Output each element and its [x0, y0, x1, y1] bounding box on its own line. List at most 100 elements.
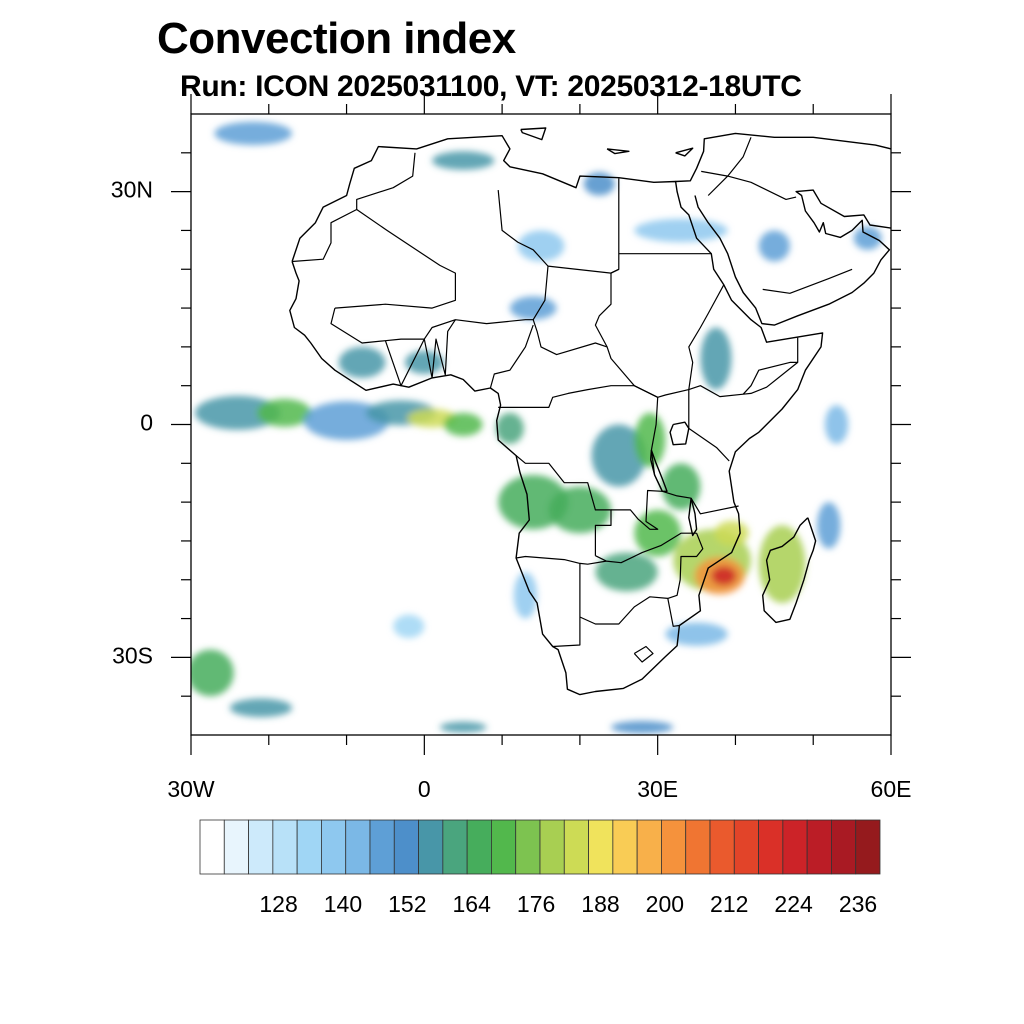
colorbar-box — [733, 819, 759, 875]
colorbar-box — [418, 819, 444, 875]
colorbar-label: 188 — [581, 891, 619, 917]
colorbar-label: 164 — [453, 891, 492, 917]
colorbar-box — [661, 819, 687, 875]
convection-patch — [404, 350, 444, 375]
sicily — [520, 127, 547, 141]
colorbar-box — [393, 819, 419, 875]
convection-patch — [443, 412, 483, 437]
convection-patch — [758, 525, 806, 604]
colorbar-box — [806, 819, 832, 875]
convection-patch — [495, 412, 524, 444]
colorbar-box — [563, 819, 589, 875]
border-mozambique — [667, 532, 704, 627]
convection-patch — [191, 649, 234, 697]
lon-label: 30W — [167, 776, 215, 802]
border-botswana-sa — [579, 596, 668, 625]
border-east-africa — [688, 389, 730, 462]
lake-tanganyika — [650, 449, 668, 492]
convection-patch — [194, 395, 281, 430]
lon-label: 30E — [637, 776, 678, 802]
cyprus — [675, 147, 694, 157]
border-mauritania — [292, 152, 416, 263]
africa-coast — [289, 134, 824, 696]
colorbar-box — [369, 819, 395, 875]
colorbar-box — [758, 819, 784, 875]
convection-patch — [513, 571, 538, 619]
colorbar-box — [223, 819, 249, 875]
colorbar-box — [685, 819, 711, 875]
lon-label: 60E — [871, 776, 912, 802]
colorbar: 128 140 152 164 176 188 200 212 224 236 — [199, 819, 881, 917]
convection-patch — [338, 346, 386, 378]
convection-patch — [661, 463, 701, 510]
convection-patch — [665, 622, 728, 646]
axis-ticks — [171, 94, 911, 755]
colorbar-box — [709, 819, 735, 875]
convection-patch — [714, 520, 749, 546]
colorbar-label: 128 — [259, 891, 297, 917]
convection-patch — [700, 327, 732, 390]
colorbar-box — [515, 819, 541, 875]
convection-patch — [509, 296, 557, 320]
border-congo — [498, 385, 658, 408]
border-horn — [742, 361, 798, 395]
longitude-labels: 30W 0 30E 60E — [167, 776, 911, 802]
colorbar-label: 140 — [324, 891, 362, 917]
arabia-coast — [675, 132, 891, 183]
convection-field — [191, 121, 882, 734]
lat-label: 0 — [140, 410, 153, 436]
convection-patch — [634, 412, 666, 468]
colorbar-box — [831, 819, 857, 875]
border-chad-sudan-n — [547, 265, 620, 274]
convection-patch — [853, 226, 882, 250]
colorbar-box — [491, 819, 517, 875]
colorbar-box — [345, 819, 371, 875]
colorbar-label: 200 — [646, 891, 684, 917]
border-namibia-botswana — [552, 563, 581, 648]
border-ethiopia-sudan — [688, 284, 725, 390]
lon-label: 0 — [418, 776, 431, 802]
colorbar-label: 236 — [839, 891, 877, 917]
border-libya-egypt — [594, 178, 620, 348]
lat-label: 30S — [112, 642, 153, 668]
border-iraq-syria — [701, 137, 752, 177]
convection-patch — [393, 614, 425, 638]
convection-patch — [817, 502, 841, 549]
colorbar-label: 224 — [774, 891, 813, 917]
border-nigeria-cameroon — [489, 324, 534, 389]
chart-subtitle: Run: ICON 2025031100, VT: 20250312-18UTC — [180, 70, 802, 103]
convection-patch — [432, 151, 495, 170]
colorbar-box — [782, 819, 808, 875]
convection-patch — [758, 230, 790, 262]
border-lesotho — [633, 645, 654, 663]
convection-patch — [517, 230, 565, 262]
colorbar-boxes — [199, 819, 881, 875]
border-saudi — [707, 175, 797, 200]
convection-patch — [611, 721, 674, 734]
convection-patch — [595, 552, 658, 592]
chart-title: Convection index — [157, 14, 516, 63]
border-yemen — [762, 268, 853, 294]
border-sahel — [330, 307, 799, 398]
convection-patch — [548, 486, 612, 534]
madagascar — [762, 517, 817, 624]
convection-patch — [634, 218, 728, 243]
lat-label: 30N — [111, 177, 153, 203]
colorbar-box — [855, 819, 881, 875]
colorbar-box — [442, 819, 468, 875]
colorbar-box — [612, 819, 638, 875]
convection-patch — [439, 721, 487, 733]
convection-patch — [591, 424, 646, 487]
border-drc-west — [515, 455, 612, 556]
colorbar-box — [248, 819, 274, 875]
colorbar-label: 152 — [388, 891, 426, 917]
colorbar-box — [539, 819, 565, 875]
convection-patch — [583, 172, 615, 196]
convection-patch — [214, 121, 293, 146]
colorbar-label: 176 — [517, 891, 555, 917]
border-drc-east — [611, 397, 663, 530]
colorbar-labels: 128 140 152 164 176 188 200 212 224 236 — [259, 891, 877, 917]
convection-patch — [229, 698, 293, 718]
colorbar-box — [466, 819, 492, 875]
colorbar-box — [272, 819, 298, 875]
